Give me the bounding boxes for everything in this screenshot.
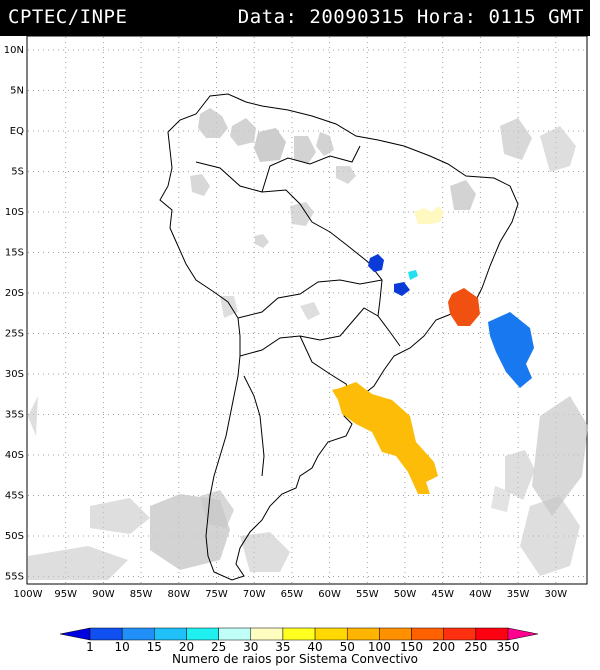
lat-label: 50S [5,531,24,542]
legend-tick: 350 [497,640,520,652]
lon-label: 45W [431,589,454,600]
lon-label: 75W [205,589,228,600]
legend-swatch [89,627,123,641]
latitude-labels: 10N 5N EQ 5S 10S 15S 20S 25S 30S 35S 40S… [4,45,24,583]
lat-label: 10S [5,207,24,218]
cloud-fields [28,108,588,580]
lat-label: 30S [5,369,24,380]
lon-label: 55W [356,589,379,600]
legend-swatch [443,627,477,641]
legend-tick: 50 [340,640,355,652]
cluster-cyan [408,270,418,280]
lon-label: 90W [92,589,115,600]
lon-label: 95W [54,589,77,600]
cluster-orange-big [332,382,438,494]
legend-swatch [154,627,187,641]
lon-label: 85W [130,589,153,600]
legend-swatch [121,627,155,641]
lon-label: 100W [14,589,43,600]
legend-tick: 30 [243,640,258,652]
lon-label: 35W [507,589,530,600]
color-legend: 1 10 15 20 25 30 35 40 50 100 150 200 25… [59,627,539,652]
lat-label: 20S [5,288,24,299]
cluster-yellow-light [414,206,444,224]
legend-tick: 20 [179,640,194,652]
lon-label: 50W [394,589,417,600]
lat-label: 25S [5,329,24,340]
lat-label: 15S [5,248,24,259]
legend-tick: 10 [115,640,130,652]
lat-label: 5S [11,167,24,178]
legend-tick: 1 [86,640,94,652]
legend-tick: 250 [464,640,487,652]
legend-arrow-right [507,627,539,641]
cluster-blue-2 [394,282,410,296]
legend-arrow-left [59,627,91,641]
legend-swatch [250,627,284,641]
source-label: CPTEC/INPE [8,6,128,28]
lat-label: EQ [10,126,24,137]
legend-swatch [218,627,252,641]
lon-label: 65W [281,589,304,600]
legend-tick-labels: 1 10 15 20 25 30 35 40 50 100 150 200 25… [86,640,519,652]
legend-swatch [346,627,380,641]
legend-swatch [379,627,412,641]
lat-label: 10N [4,45,24,56]
legend-tick: 25 [211,640,226,652]
legend-tick: 35 [275,640,290,652]
legend-tick: 200 [432,640,455,652]
legend-swatch [475,627,509,641]
legend-tick: 100 [368,640,391,652]
legend-tick: 150 [400,640,423,652]
coastline [159,93,519,581]
lightning-map: 10N 5N EQ 5S 10S 15S 20S 25S 30S 35S 40S… [4,36,588,600]
lon-label: 80W [167,589,190,600]
legend-swatch [282,627,316,641]
date-time-label: Data: 20090315 Hora: 0115 GMT [237,6,584,28]
cluster-blue-ocean [488,312,534,388]
lat-label: 35S [5,410,24,421]
legend-color-bar [59,627,539,641]
grid-lines [28,37,586,583]
legend-tick: 15 [147,640,162,652]
longitude-labels: 100W 95W 90W 85W 80W 75W 70W 65W 60W 55W… [14,589,568,600]
header-bar: CPTEC/INPE Data: 20090315 Hora: 0115 GMT [0,0,590,36]
cluster-orange-red [448,288,480,326]
legend-swatch [186,627,219,641]
legend-title: Numero de raios por Sistema Convectivo [171,652,419,666]
legend-swatch [314,627,348,641]
lon-label: 60W [318,589,341,600]
convective-clusters [332,206,534,494]
lat-label: 5N [10,86,24,97]
lat-label: 55S [5,572,24,583]
lon-label: 70W [243,589,266,600]
legend-swatch [411,627,444,641]
lat-label: 45S [5,491,24,502]
cluster-blue-1 [368,254,384,272]
lon-label: 40W [469,589,492,600]
lon-label: 30W [544,589,567,600]
lat-label: 40S [5,450,24,461]
legend-tick: 40 [307,640,322,652]
